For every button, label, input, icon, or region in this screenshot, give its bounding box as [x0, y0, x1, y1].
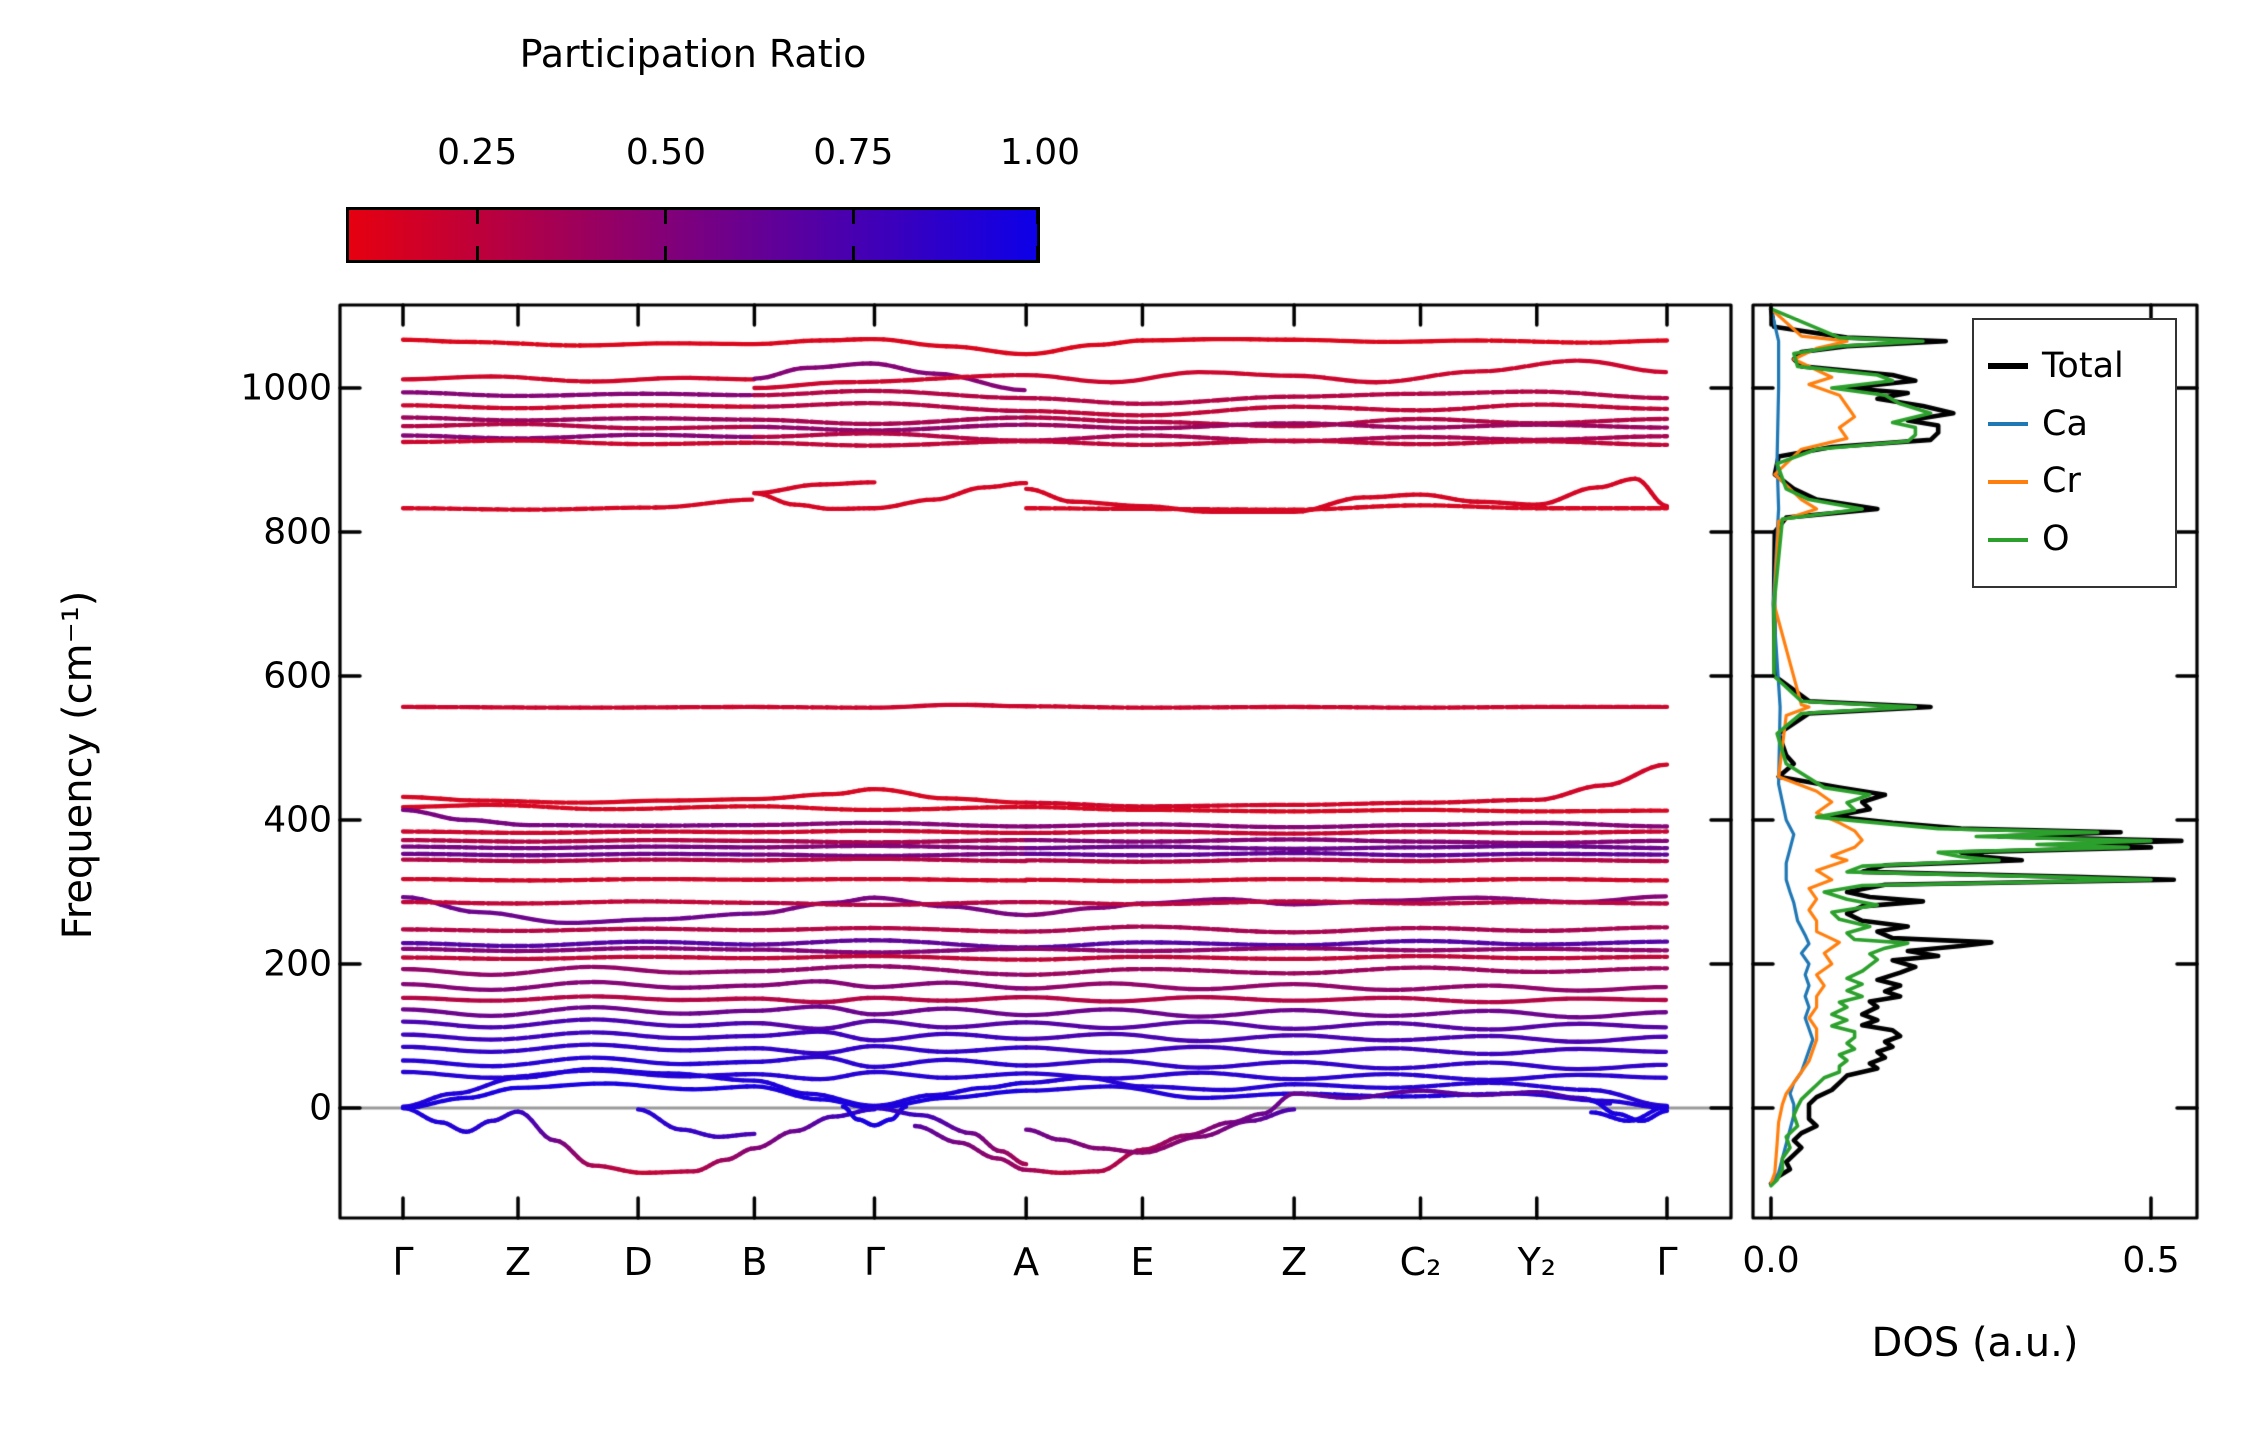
colorbar-tick-label: 0.50 [625, 132, 706, 173]
x-tick-label: D [623, 1240, 653, 1284]
legend-label: O [2042, 519, 2070, 560]
x-tick-label: B [741, 1240, 768, 1284]
legend-item-o: O [1988, 522, 2175, 557]
legend-line-sample [1988, 363, 2028, 370]
legend-label: Cr [2042, 461, 2081, 502]
dos-legend: Total Ca Cr O [1972, 318, 2177, 588]
y-tick-label: 200 [263, 943, 332, 985]
y-axis-title: Frequency (cm⁻¹) [55, 590, 101, 940]
legend-item-cr: Cr [1988, 464, 2175, 499]
legend-line-sample [1988, 422, 2028, 427]
legend-label: Total [2042, 345, 2124, 386]
y-tick-label: 0 [309, 1087, 332, 1129]
x-tick-label: Γ [863, 1240, 886, 1284]
x-tick-label: Y₂ [1517, 1240, 1557, 1284]
colorbar-tick-label: 0.75 [813, 132, 894, 173]
legend-line-sample [1988, 537, 2028, 542]
x-tick-label: Γ [1656, 1240, 1678, 1284]
legend-item-total: Total [1988, 345, 2175, 386]
colorbar-tick-mark [664, 210, 668, 224]
colorbar-tick-label: 1.00 [999, 132, 1081, 173]
x-tick-label: A [1013, 1240, 1040, 1284]
y-tick-label: 1000 [240, 367, 332, 409]
colorbar-tick-mark [475, 246, 479, 260]
participation-ratio-colorbar [346, 207, 1040, 263]
y-tick-label: 600 [263, 655, 332, 697]
colorbar-title: Participation Ratio [519, 32, 867, 76]
legend-item-ca: Ca [1988, 403, 2175, 444]
colorbar-tick-label: 0.25 [437, 132, 518, 173]
y-tick-label: 800 [263, 511, 332, 553]
x-tick-label: C₂ [1399, 1240, 1442, 1284]
dos-axis-title: DOS (a.u.) [1871, 1320, 2079, 1366]
legend-line-sample [1988, 479, 2028, 484]
x-tick-label: Z [1281, 1240, 1308, 1284]
y-tick-label: 400 [263, 799, 332, 841]
x-tick-label: Γ [392, 1240, 414, 1284]
x-tick-label: Z [504, 1240, 532, 1284]
colorbar-tick-mark [1036, 246, 1039, 260]
colorbar-tick-mark [475, 210, 479, 224]
colorbar-tick-mark [851, 246, 855, 260]
colorbar-tick-mark [1036, 210, 1039, 224]
dos-tick-label: 0.0 [1742, 1240, 1800, 1281]
dos-tick-label: 0.5 [2122, 1240, 2180, 1281]
colorbar-tick-mark [851, 210, 855, 224]
legend-label: Ca [2042, 403, 2088, 444]
colorbar-tick-mark [664, 246, 668, 260]
x-tick-label: E [1130, 1240, 1155, 1284]
